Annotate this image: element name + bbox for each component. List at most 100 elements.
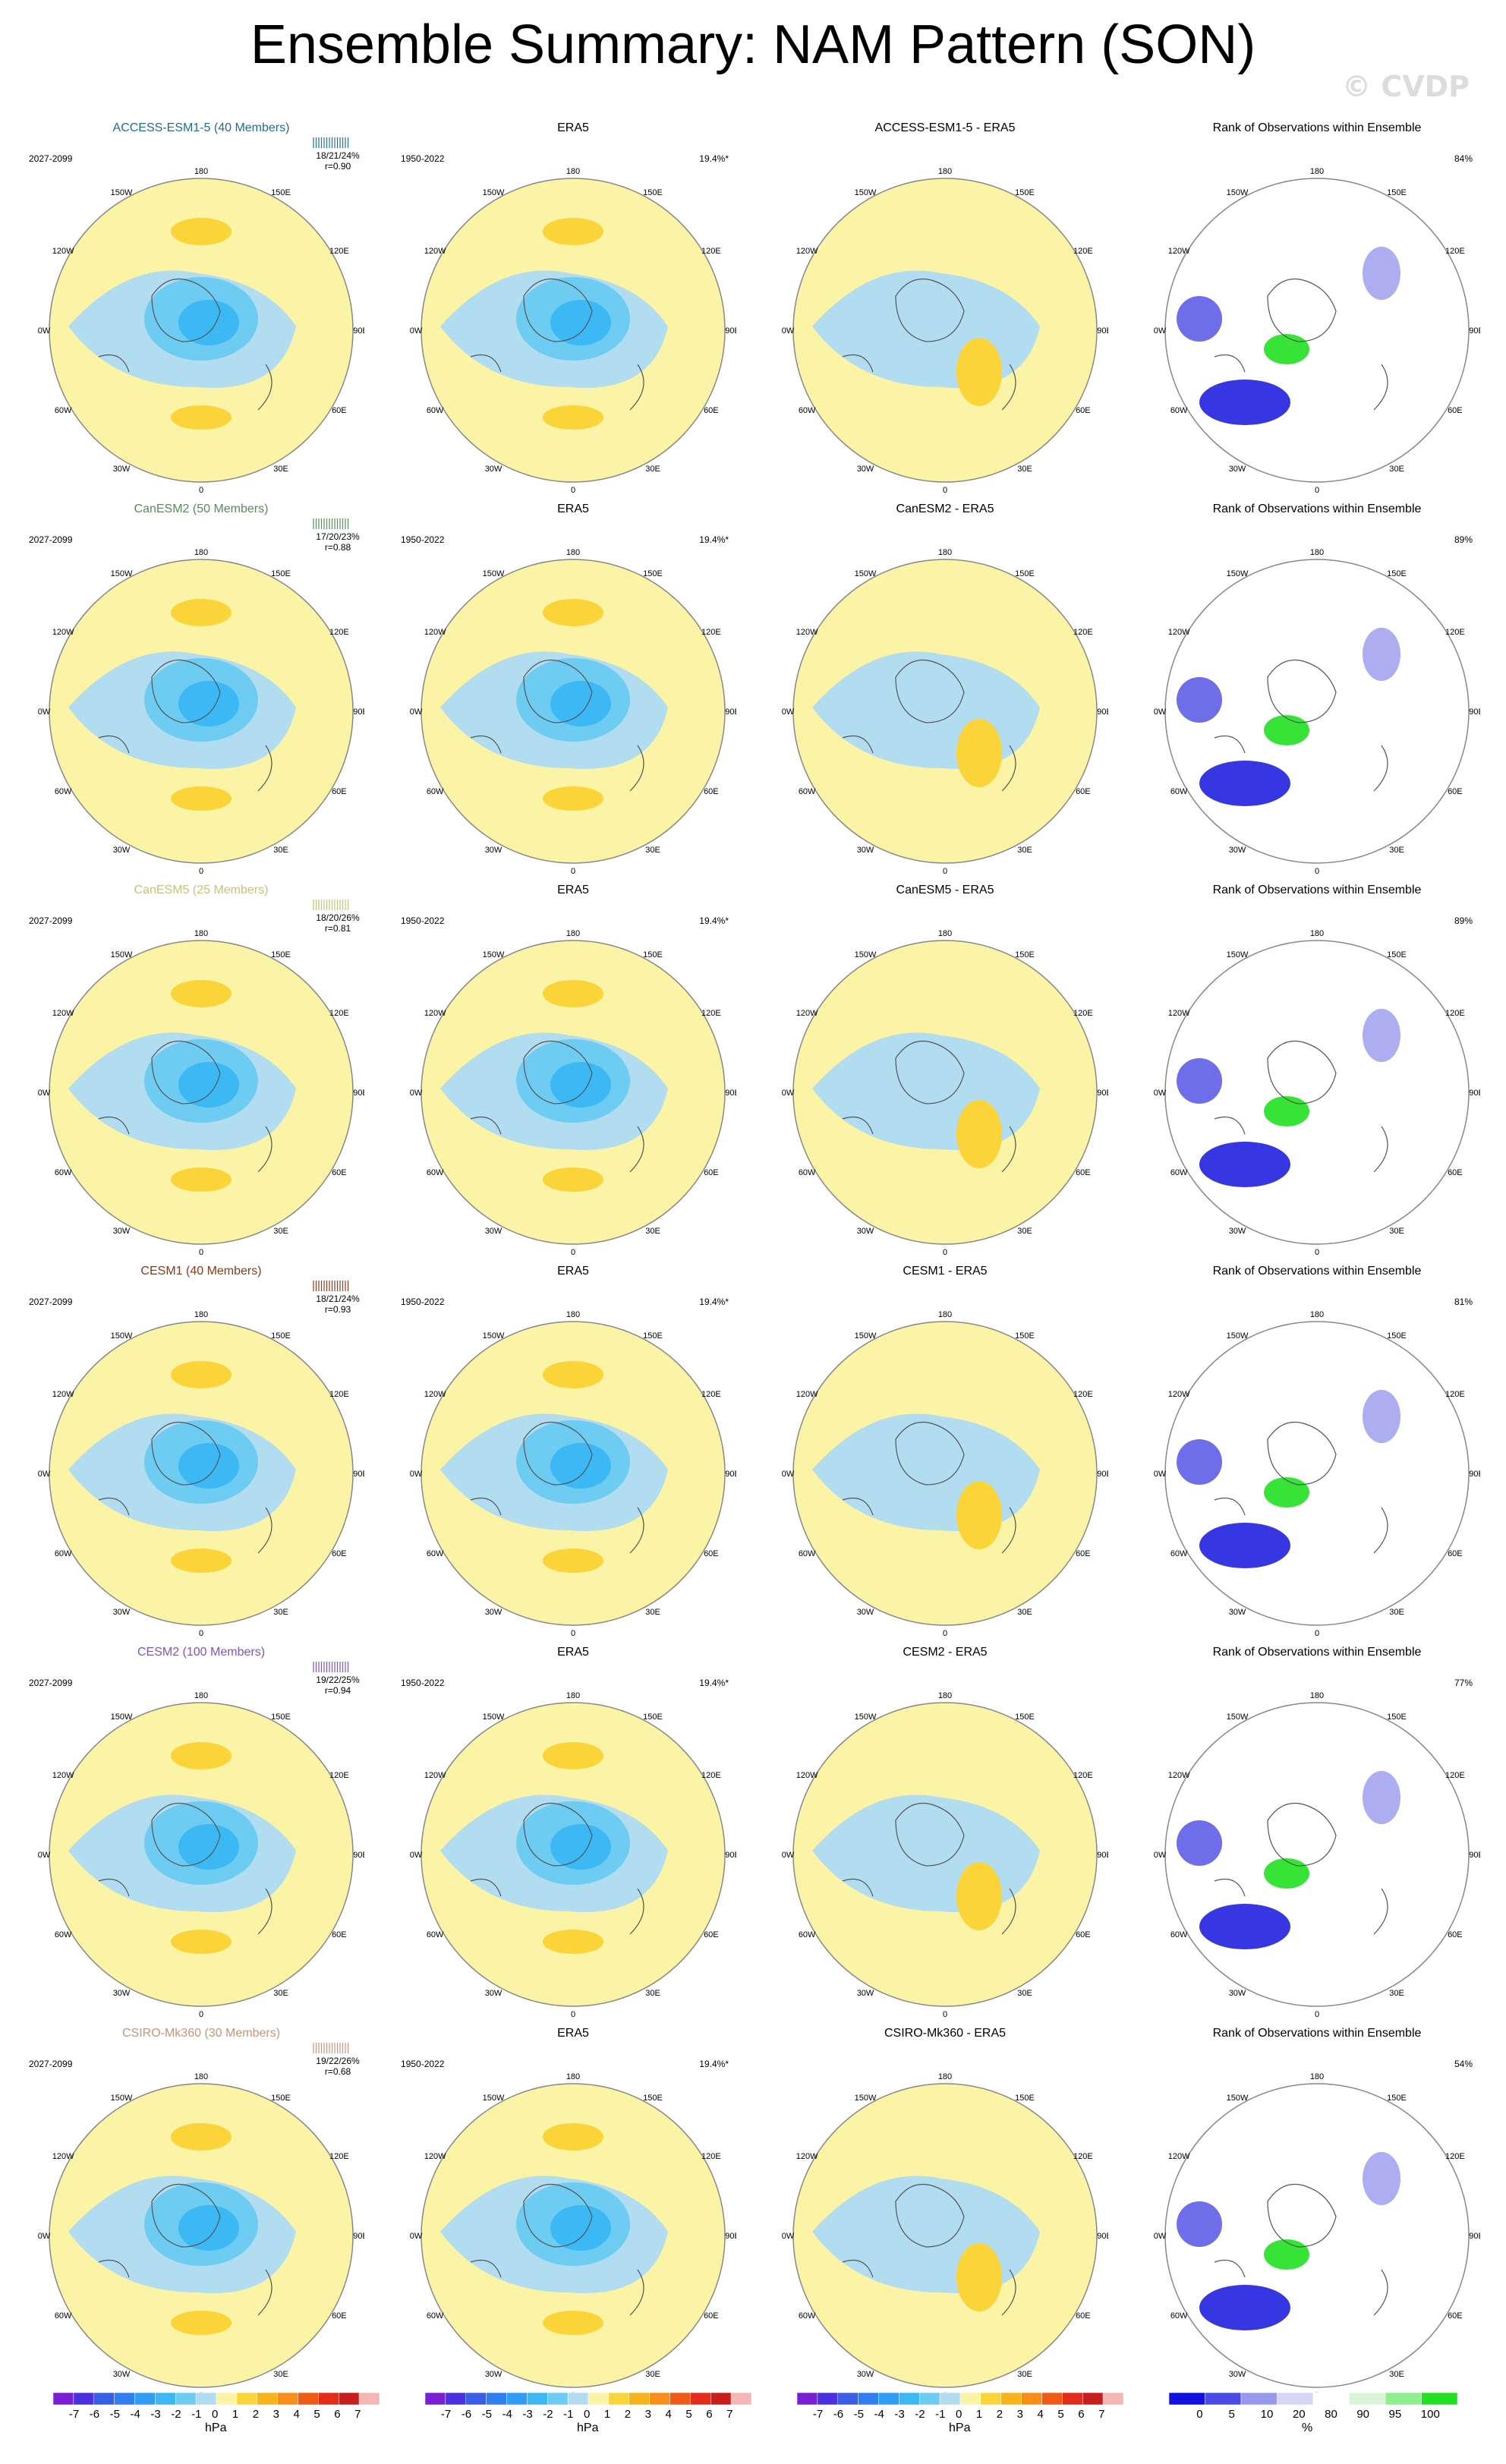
colorbar-diff-swatches — [796, 2392, 1124, 2406]
lon-label-l150e: 150E — [643, 950, 663, 959]
lon-label-l90w: 90W — [1154, 1851, 1167, 1860]
lon-label-l0: 0 — [199, 2010, 203, 2018]
period-label: 2027-2099 — [29, 153, 73, 164]
colorbar-swatch — [93, 2392, 115, 2406]
lon-label-l60e: 60E — [704, 2311, 719, 2321]
lon-label-l60w: 60W — [55, 1168, 72, 1177]
lon-label-l90e: 90E — [1097, 707, 1108, 717]
colorbar-swatch — [339, 2392, 360, 2406]
panel-title: CESM2 - ERA5 — [903, 1646, 988, 1659]
lon-label-l120w: 120W — [424, 247, 446, 256]
rank-polar-map: 180 150W 150E 120W 120E 90W 90E 60W 60E 30W 30E 0 — [1154, 548, 1480, 874]
lon-label-l150w: 150W — [111, 188, 133, 197]
lon-label-l120w: 120W — [424, 1771, 446, 1780]
lon-label-l60w: 60W — [55, 1549, 72, 1558]
lon-label-l150e: 150E — [1387, 1331, 1407, 1341]
lon-label-l0: 0 — [1315, 1248, 1319, 1256]
lon-label-l120e: 120E — [1445, 628, 1465, 637]
lon-label-l150w: 150W — [1227, 569, 1249, 578]
colorbar-tick-label: -2 — [543, 2408, 553, 2421]
panel-title: Rank of Observations within Ensemble — [1212, 1646, 1422, 1659]
colorbar-swatch — [236, 2392, 257, 2406]
lon-label-l0: 0 — [571, 1248, 575, 1256]
lon-label-l150e: 150E — [1015, 188, 1035, 197]
colorbar-tick-label: 6 — [1078, 2408, 1085, 2421]
colorbar-swatch — [567, 2392, 589, 2406]
lon-label-l120w: 120W — [1168, 628, 1190, 637]
lon-label-l180: 180 — [938, 929, 952, 938]
colorbar-tick-label: -5 — [853, 2408, 864, 2421]
lon-label-l0: 0 — [199, 486, 203, 493]
lon-label-l150w: 150W — [483, 1331, 505, 1341]
lon-label-l60w: 60W — [427, 406, 444, 415]
period-label: 1950-2022 — [401, 1297, 445, 1307]
lon-label-l90w: 90W — [38, 1089, 51, 1098]
panel-title: ERA5 — [557, 121, 589, 134]
lon-label-l30w: 30W — [1229, 1227, 1246, 1236]
colorbar-swatch — [216, 2392, 238, 2406]
lon-label-l30e: 30E — [1389, 846, 1404, 855]
lon-label-l30w: 30W — [113, 2370, 131, 2379]
lon-label-l60e: 60E — [1448, 1930, 1463, 1939]
lon-label-l120e: 120E — [1073, 628, 1093, 637]
ensemble-stats: 18/21/24% r=0.93 — [304, 1293, 372, 1315]
lon-label-l120w: 120W — [796, 2152, 818, 2161]
lon-label-l150w: 150W — [855, 1713, 877, 1722]
lon-label-l0: 0 — [943, 1248, 947, 1256]
period-label: 2027-2099 — [29, 2059, 73, 2069]
lon-label-l30w: 30W — [113, 1608, 131, 1617]
lon-label-l60w: 60W — [1170, 1549, 1188, 1558]
lon-label-l120e: 120E — [701, 2152, 721, 2161]
ensemble-stats: 18/20/26% r=0.81 — [304, 912, 372, 934]
ensemble-spread-strip — [313, 1281, 349, 1291]
lon-label-l90w: 90W — [410, 1851, 423, 1860]
lon-label-l150w: 150W — [111, 1713, 133, 1722]
lon-label-l150w: 150W — [111, 1331, 133, 1341]
lon-label-l60e: 60E — [1076, 2311, 1091, 2321]
lon-label-l60e: 60E — [332, 406, 347, 415]
colorbar-tick-label: 4 — [293, 2408, 300, 2421]
lon-label-l150e: 150E — [271, 2094, 291, 2103]
lon-label-l60w: 60W — [427, 1168, 444, 1177]
lon-label-l120e: 120E — [1445, 247, 1465, 256]
colorbar-tick-label: -2 — [915, 2408, 925, 2421]
colorbar-tick-label: -6 — [461, 2408, 472, 2421]
lon-label-l120e: 120E — [701, 1390, 721, 1399]
lon-label-l60w: 60W — [55, 2311, 72, 2321]
colorbar-tick-label: 3 — [1016, 2408, 1023, 2421]
colorbar-tick-label: -7 — [68, 2408, 80, 2421]
lon-label-l150e: 150E — [1015, 569, 1035, 578]
lon-label-l30e: 30E — [1389, 1989, 1404, 1998]
colorbar-tick-label: 1 — [603, 2408, 611, 2421]
obs-polar-map: 180150W150E120W120E90W90E60W60E30W30E0 — [410, 167, 736, 493]
lon-label-l0: 0 — [571, 867, 575, 874]
lon-label-l150w: 150W — [855, 569, 877, 578]
lon-label-l30w: 30W — [113, 1989, 131, 1998]
colorbar-swatch — [858, 2392, 879, 2406]
colorbar-tick-label: 2 — [624, 2408, 632, 2421]
colorbar-tick-label: -3 — [522, 2408, 533, 2421]
obs-polar-map: 180150W150E120W120E90W90E60W60E30W30E0 — [410, 2072, 736, 2399]
lon-label-l60w: 60W — [1170, 406, 1188, 415]
colorbar-swatch — [690, 2392, 711, 2406]
percent-label: 54% — [1454, 2059, 1473, 2069]
colorbar-tick-label: 2 — [252, 2408, 260, 2421]
lon-label-l90e: 90E — [725, 1470, 736, 1479]
panel-diff-row0: ACCESS-ESM1-5 - ERA5 180 150W 150E 120W 120E 9… — [759, 121, 1131, 501]
lon-label-l90e: 90E — [725, 326, 736, 336]
lon-label-l30e: 30E — [1017, 1227, 1032, 1236]
lon-label-l60w: 60W — [1170, 787, 1188, 796]
lon-label-l60e: 60E — [332, 787, 347, 796]
lon-label-l120e: 120E — [329, 1009, 349, 1018]
colorbar-rank: 0 5 10 20 80 90 95 100 % — [1168, 2391, 1458, 2437]
percent-label: 81% — [1454, 1297, 1473, 1307]
lon-label-l0: 0 — [199, 1629, 203, 1637]
lon-label-l150e: 150E — [1015, 1331, 1035, 1341]
lon-label-l120w: 120W — [52, 2152, 74, 2161]
colorbar-swatch — [730, 2392, 752, 2406]
panel-title: CESM1 (40 Members) — [140, 1265, 262, 1278]
lon-label-l30e: 30E — [1017, 846, 1032, 855]
colorbar-swatch — [1041, 2392, 1063, 2406]
colorbar-tick-label: -7 — [440, 2408, 452, 2421]
